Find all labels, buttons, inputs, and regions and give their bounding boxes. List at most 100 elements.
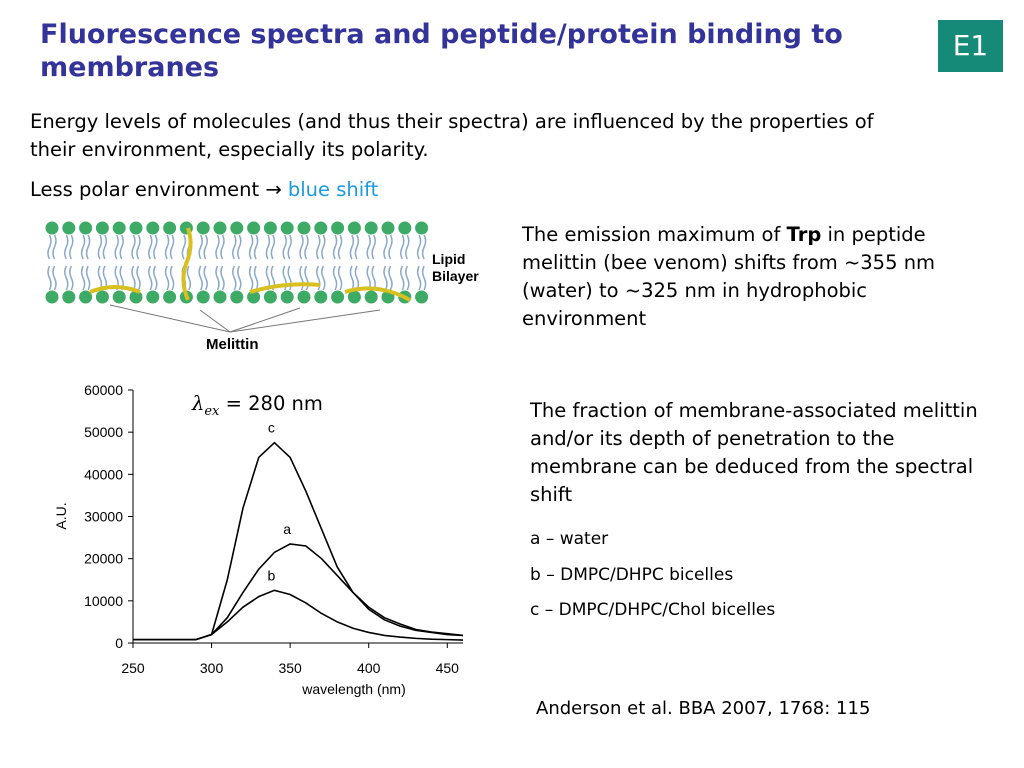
lipid-head (247, 290, 261, 304)
lipid-tail (52, 265, 57, 291)
lipid-head (62, 290, 76, 304)
lipid-tail (349, 234, 355, 260)
lipid-tail (421, 234, 427, 260)
x-tick-label: 250 (121, 660, 145, 676)
lipid-tail (388, 265, 393, 291)
lipid-tail (169, 265, 175, 291)
lipid-tail (80, 234, 86, 260)
lipid-tail (383, 234, 388, 260)
lipid-tail (316, 234, 321, 260)
lipid-tail (131, 234, 136, 260)
lipid-tail (220, 234, 225, 260)
lipid-tail (366, 265, 371, 291)
lipid-tail (265, 234, 271, 260)
lipid-head (398, 221, 412, 235)
lipid-tail (69, 234, 74, 260)
lipid-tail (64, 234, 69, 260)
pointer-arrow (199, 309, 231, 333)
lipid-tail (148, 265, 153, 291)
shift-arrow: → (265, 178, 282, 201)
lipid-head (280, 290, 294, 304)
lipid-head (263, 290, 277, 304)
lipid-tail (337, 265, 343, 291)
emission-after: in peptide melittin (bee venom) shifts f… (522, 223, 936, 330)
lipid-head (79, 221, 93, 235)
annotation-subscript: ex (204, 403, 220, 419)
lipid-tail (321, 265, 326, 291)
spectrum-line (133, 543, 464, 641)
lipid-tail (181, 234, 187, 260)
lipid-tail (349, 265, 355, 291)
lipid-head (415, 290, 429, 304)
lipid-head (62, 221, 76, 235)
y-tick-label: 10000 (84, 593, 123, 609)
lipid-tail (299, 265, 304, 291)
lipid-head (364, 290, 378, 304)
fraction-note: The fraction of membrane-associated meli… (530, 399, 978, 506)
lipid-tail (114, 234, 119, 260)
x-tick-label: 350 (278, 660, 302, 676)
lipid-head (314, 290, 328, 304)
lipid-tail (321, 234, 326, 260)
shift-line: Less polar environment → blue shift (30, 176, 378, 204)
lipid-head (280, 221, 294, 235)
lipid-head (213, 290, 227, 304)
lipid-head (45, 290, 59, 304)
lipid-head (230, 221, 244, 235)
lipid-head (95, 290, 109, 304)
x-tick-label: 300 (200, 660, 224, 676)
lipid-tail (383, 265, 388, 291)
x-axis-label: wavelength (nm) (301, 681, 406, 697)
lipid-tail (85, 265, 91, 291)
lipid-tail (400, 265, 405, 291)
spectrum-line (133, 589, 464, 641)
lipid-tail (131, 265, 136, 291)
lipid-tail (153, 234, 158, 260)
emission-bold: Trp (786, 223, 822, 246)
y-tick-label: 0 (115, 635, 123, 651)
legend-item: b – DMPC/DHPC bicelles (530, 565, 734, 585)
lipid-tail (164, 234, 170, 260)
lipid-head (364, 221, 378, 235)
y-tick-label: 20000 (84, 551, 123, 567)
lipid-tail (52, 234, 57, 260)
lipid-head (112, 290, 126, 304)
lipid-tail (237, 234, 242, 260)
lipid-tail (371, 265, 376, 291)
lipid-head (196, 221, 210, 235)
lipid-tail (80, 265, 86, 291)
lipid-tail (232, 265, 237, 291)
y-tick-label: 60000 (84, 382, 123, 398)
lipid-tail (388, 234, 393, 260)
lipid-head (129, 221, 143, 235)
lipid-head (230, 290, 244, 304)
lipid-head (95, 221, 109, 235)
lipid-tail (332, 234, 338, 260)
lipid-head (112, 221, 126, 235)
lipid-tail (215, 265, 220, 291)
lipid-tail (332, 265, 338, 291)
citation: Anderson et al. BBA 2007, 1768: 115 (536, 698, 871, 719)
lipid-tail (153, 265, 158, 291)
spectrum-line (133, 441, 464, 641)
x-tick-label: 450 (436, 660, 460, 676)
lipid-tail (220, 265, 225, 291)
lipid-tail (270, 234, 276, 260)
lipid-head (297, 221, 311, 235)
lipid-tail (203, 234, 208, 260)
pointer-arrow (109, 304, 231, 333)
series-label: b (268, 567, 276, 583)
melittin-helix (344, 286, 411, 302)
lipid-tail (232, 234, 237, 260)
lipid-tail (253, 265, 259, 291)
slide-badge: E1 (938, 20, 1003, 72)
lipid-head (213, 221, 227, 235)
peptide-label: Melittin (206, 336, 259, 353)
lipid-head (196, 290, 210, 304)
bilayer-label: Lipid Bilayer (432, 251, 479, 284)
lipid-head (314, 221, 328, 235)
lipid-tail (416, 265, 422, 291)
lipid-head (146, 221, 160, 235)
lipid-tail (97, 234, 103, 260)
y-tick-label: 40000 (84, 466, 123, 482)
